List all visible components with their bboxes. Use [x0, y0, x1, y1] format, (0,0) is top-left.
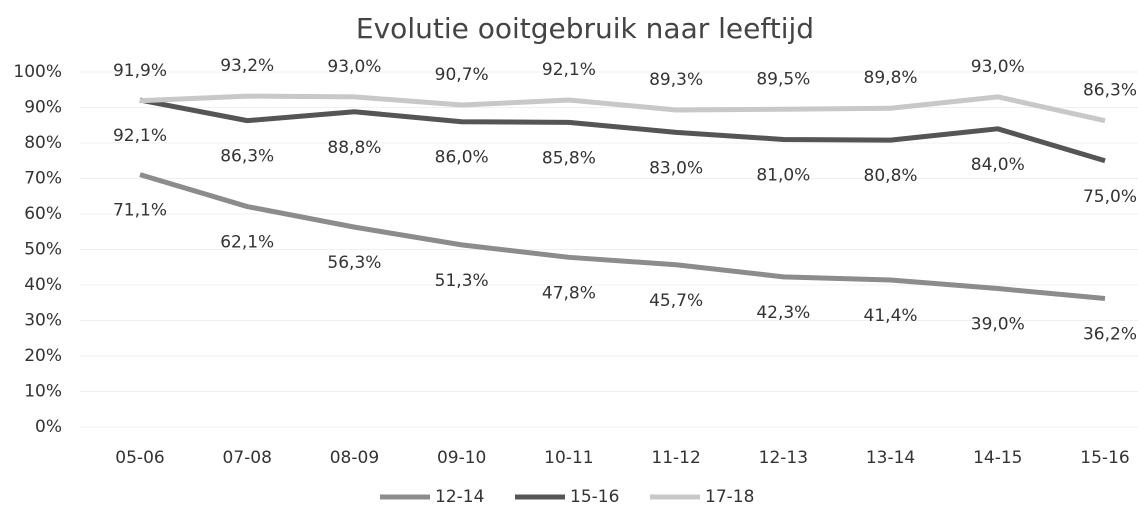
- chart-title: Evolutie ooitgebruik naar leeftijd: [356, 12, 814, 45]
- data-label: 86,3%: [220, 147, 274, 167]
- data-label: 39,0%: [971, 315, 1025, 335]
- y-tick-label: 90%: [24, 98, 62, 118]
- x-tick-label: 11-12: [651, 448, 700, 468]
- y-tick-label: 40%: [24, 275, 62, 295]
- y-tick-label: 0%: [35, 417, 62, 437]
- data-label: 41,4%: [864, 306, 918, 326]
- x-tick-label: 10-11: [544, 448, 593, 468]
- data-label: 84,0%: [971, 155, 1025, 175]
- y-tick-label: 20%: [24, 346, 62, 366]
- data-label: 47,8%: [542, 283, 596, 303]
- legend-label: 15-16: [570, 487, 619, 507]
- x-tick-label: 14-15: [973, 448, 1022, 468]
- series-line: [139, 93, 1106, 124]
- data-label: 83,0%: [649, 158, 703, 178]
- y-tick-label: 30%: [24, 311, 62, 331]
- x-tick-label: 05-06: [115, 448, 164, 468]
- x-tick-label: 08-09: [330, 448, 379, 468]
- data-label: 42,3%: [756, 303, 810, 323]
- data-label: 92,1%: [542, 60, 596, 80]
- data-label: 75,0%: [1083, 187, 1137, 207]
- data-label: 86,0%: [435, 148, 489, 168]
- data-label: 93,0%: [971, 57, 1025, 77]
- data-label: 86,3%: [1083, 81, 1137, 101]
- data-label: 36,2%: [1083, 324, 1137, 344]
- data-label: 51,3%: [435, 271, 489, 291]
- x-tick-label: 13-14: [866, 448, 915, 468]
- series-line: [139, 97, 1106, 164]
- data-label: 89,5%: [756, 69, 810, 89]
- y-tick-label: 80%: [24, 133, 62, 153]
- y-tick-label: 60%: [24, 204, 62, 224]
- x-tick-label: 07-08: [223, 448, 272, 468]
- y-tick-label: 50%: [24, 240, 62, 260]
- data-label: 56,3%: [327, 253, 381, 273]
- data-label: 89,8%: [864, 68, 918, 88]
- data-label: 93,0%: [327, 57, 381, 77]
- data-label: 88,8%: [327, 138, 381, 158]
- legend-label: 12-14: [435, 487, 484, 507]
- y-tick-label: 70%: [24, 169, 62, 189]
- data-label: 62,1%: [220, 233, 274, 253]
- x-tick-label: 09-10: [437, 448, 486, 468]
- legend-label: 17-18: [705, 487, 754, 507]
- y-tick-label: 10%: [24, 382, 62, 402]
- data-label: 45,7%: [649, 291, 703, 311]
- data-label: 85,8%: [542, 148, 596, 168]
- series-line: [139, 172, 1106, 301]
- data-label: 71,1%: [113, 201, 167, 221]
- data-label: 92,1%: [113, 126, 167, 146]
- data-label: 81,0%: [756, 165, 810, 185]
- data-label: 90,7%: [435, 65, 489, 85]
- x-tick-label: 15-16: [1080, 448, 1129, 468]
- data-label: 89,3%: [649, 70, 703, 90]
- y-tick-label: 100%: [13, 62, 62, 82]
- data-label: 80,8%: [864, 166, 918, 186]
- data-label: 91,9%: [113, 61, 167, 81]
- data-label: 93,2%: [220, 56, 274, 76]
- x-tick-label: 12-13: [759, 448, 808, 468]
